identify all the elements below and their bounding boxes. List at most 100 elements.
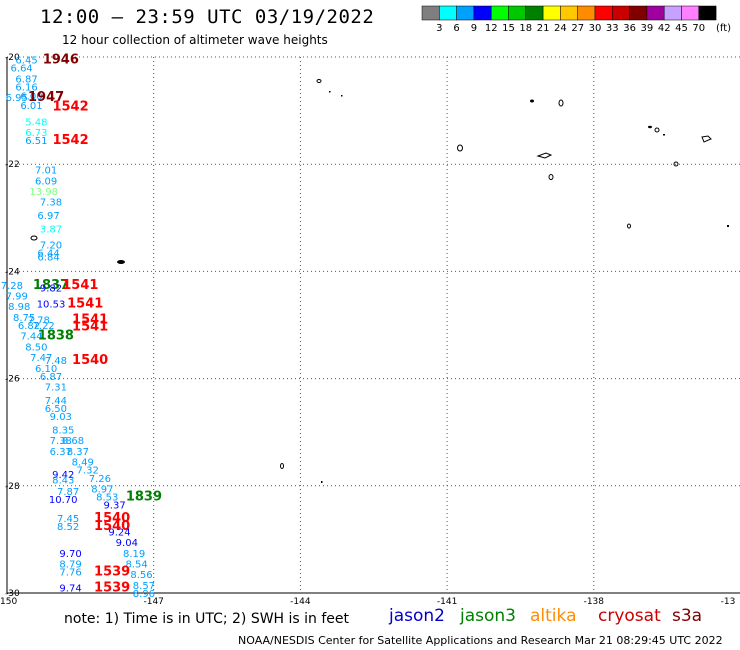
legend-swatch <box>577 5 596 21</box>
wave-height-label: 6.82 <box>18 321 40 332</box>
wave-height-label: 7.38 <box>40 198 62 209</box>
satellite-label-s3a: s3a <box>672 606 703 626</box>
legend-swatch <box>663 5 682 21</box>
legend-swatch <box>542 5 561 21</box>
lat-label: -26 <box>5 375 20 385</box>
wave-height-label: 9.42 <box>52 470 74 481</box>
pass-time-label: 1542 <box>52 99 88 114</box>
legend-swatch <box>439 5 457 21</box>
pass-time-label: 1541 <box>72 313 108 328</box>
wave-height-label: 6.44 <box>37 249 59 260</box>
legend-swatch <box>594 5 613 21</box>
island-outline <box>316 79 322 83</box>
wave-height-label: 8.97 <box>91 484 113 495</box>
pass-time-label: 1946 <box>43 53 79 68</box>
wave-height-label: 7.45 <box>57 514 79 525</box>
satellite-label-altika: altika <box>530 606 577 626</box>
wave-height-label: 9.04 <box>116 538 138 549</box>
lon-label: -141 <box>437 597 457 607</box>
wave-height-label: 7.28 <box>1 281 23 292</box>
wave-height-label: 6.97 <box>37 211 59 222</box>
lon-label: -144 <box>290 597 311 607</box>
island-outline <box>654 127 660 133</box>
island-outline <box>648 125 652 129</box>
island-outline <box>727 225 729 227</box>
pass-time-label: 1541 <box>72 320 108 335</box>
pass-time-label: 1539 <box>94 581 130 596</box>
wave-height-label: 8.75 <box>13 313 35 324</box>
pass-time-label: 1838 <box>38 329 74 344</box>
wave-height-label: 6.45 <box>15 56 37 67</box>
island-outline <box>280 463 284 469</box>
legend-swatch <box>525 5 544 21</box>
legend-swatch <box>508 5 527 21</box>
wave-height-label: 8.49 <box>72 458 94 469</box>
pass-time-label: 1837 <box>33 278 69 293</box>
island-outline <box>329 91 331 93</box>
wave-height-label: 6.87 <box>40 372 62 383</box>
wave-height-label: 9.37 <box>103 501 125 512</box>
legend-label: 27 <box>571 23 584 34</box>
wave-height-label: 6.00 <box>20 92 42 103</box>
legend-swatch <box>646 5 665 21</box>
wave-height-label: 7.44 <box>45 396 67 407</box>
lat-label: -30 <box>5 589 20 599</box>
lat-label: -24 <box>5 267 20 277</box>
legend-label: 12 <box>485 23 498 34</box>
wave-height-label: 8.79 <box>59 560 81 571</box>
wave-height-label: 8.98 <box>8 302 30 313</box>
wave-height-label: 7.78 <box>28 316 50 327</box>
pass-time-label: 1539 <box>94 565 130 580</box>
legend-swatch <box>456 5 475 21</box>
wave-height-label: 6.16 <box>15 82 37 93</box>
wave-height-label: 7.99 <box>6 292 28 303</box>
island-outline <box>548 174 554 180</box>
wave-height-label: 3.87 <box>40 225 62 236</box>
wave-height-label: 6.37 <box>50 447 72 458</box>
wave-height-label: 13.98 <box>29 187 58 198</box>
island-outline <box>30 235 38 241</box>
legend-unit: (ft) <box>716 23 731 34</box>
units-note: note: 1) Time is in UTC; 2) SWH is in fe… <box>64 611 350 627</box>
wave-height-label: 8.19 <box>123 549 145 560</box>
wave-height-label: 8.96 <box>133 589 155 600</box>
wave-height-label: 8.68 <box>62 436 84 447</box>
legend-label: 21 <box>537 23 550 34</box>
pass-time-label: 1540 <box>94 519 130 534</box>
island-outline <box>701 135 712 143</box>
legend-label: 33 <box>606 23 619 34</box>
wave-height-label: 6.84 <box>37 252 59 263</box>
wave-height-label: 6.87 <box>15 74 37 85</box>
page-subtitle: 12 hour collection of altimeter wave hei… <box>62 33 328 47</box>
wave-height-label: 8.50 <box>25 342 47 353</box>
legend-label: 42 <box>658 23 671 34</box>
wave-height-label: 8.54 <box>125 560 147 571</box>
lon-label: -150 <box>0 597 17 607</box>
wave-height-label: 7.48 <box>45 356 67 367</box>
wave-height-label: 7.01 <box>35 166 57 177</box>
satellite-label-jason2: jason2 <box>389 606 445 626</box>
legend-label: 24 <box>554 23 567 34</box>
page-title: 12:00 – 23:59 UTC 03/19/2022 <box>40 6 375 28</box>
legend-label: 3 <box>436 23 442 34</box>
lat-label: -28 <box>5 482 20 492</box>
credit-line: NOAA/NESDIS Center for Satellite Applica… <box>238 634 723 647</box>
wave-height-label: 7.20 <box>40 241 62 252</box>
wave-height-label: 8.43 <box>52 475 74 486</box>
legend-label: 30 <box>589 23 602 34</box>
legend-swatch <box>421 5 440 21</box>
legend-swatch <box>473 5 492 21</box>
wave-height-label: 5.48 <box>25 117 47 128</box>
wave-height-label: 10.70 <box>49 495 78 506</box>
wave-height-label: 8.57 <box>133 581 155 592</box>
island-outline <box>536 152 553 159</box>
wave-height-label: 6.95 <box>6 93 28 104</box>
wave-height-label: 9.24 <box>108 527 130 538</box>
lon-label: -147 <box>143 597 163 607</box>
pass-time-label: 1839 <box>126 490 162 505</box>
legend-label: 45 <box>675 23 688 34</box>
island-outline <box>341 95 343 97</box>
lon-label: -13 <box>721 597 736 607</box>
